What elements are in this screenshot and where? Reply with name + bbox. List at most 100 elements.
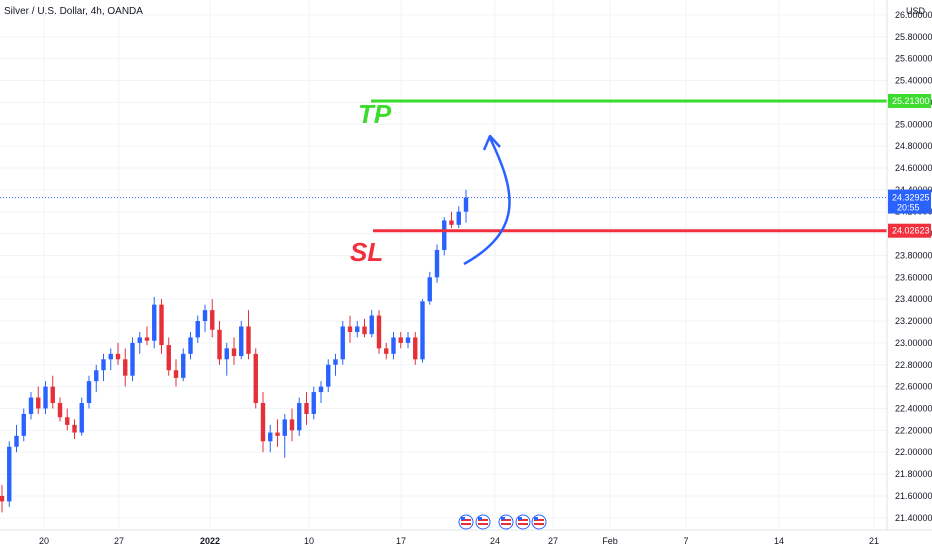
candle-body (210, 310, 215, 330)
candle-body (456, 211, 461, 225)
current-price-badge (888, 189, 931, 214)
candle-body (413, 337, 418, 360)
candle-body (101, 359, 106, 371)
candle-body (144, 337, 150, 341)
tp-price-label: 25.21300 (892, 96, 930, 106)
x-tick-label[interactable]: 17 (396, 536, 406, 546)
candle-body (304, 403, 309, 414)
x-tick-label[interactable]: 10 (304, 536, 314, 546)
x-tick-label[interactable]: 24 (490, 536, 500, 546)
flag-stripe (501, 523, 511, 525)
candle-body (434, 249, 440, 278)
candle-body (108, 353, 113, 360)
price-scale[interactable] (887, 0, 932, 530)
candle-body (130, 342, 135, 376)
candle-body (442, 220, 447, 250)
sl-annotation: SL (350, 237, 383, 267)
y-tick-label: 25.00000 (895, 119, 932, 129)
candle-body (152, 304, 157, 341)
flag-canton (461, 517, 465, 520)
flag-stripe (461, 519, 471, 521)
y-tick-label: 22.60000 (895, 382, 932, 392)
y-tick-label: 22.40000 (895, 403, 932, 413)
y-tick-label: 23.60000 (895, 272, 932, 282)
y-tick-label: 21.80000 (895, 469, 932, 479)
candle-body (376, 315, 382, 349)
y-tick-label: 26.00000 (895, 10, 932, 20)
currency-label: USD (906, 6, 926, 16)
candle-body (297, 403, 302, 431)
candle-body (333, 359, 338, 365)
candle-body (398, 337, 403, 343)
candle-body (123, 359, 128, 376)
candle-body (188, 337, 193, 354)
x-tick-label[interactable]: Feb (602, 536, 618, 546)
sl-price-badge (888, 223, 931, 238)
candle-body (94, 370, 99, 382)
candle-body (246, 326, 251, 354)
curved-arrow (463, 137, 511, 266)
y-tick-label: 22.80000 (895, 360, 932, 370)
candle-body (65, 417, 70, 425)
candle-body (231, 348, 237, 357)
flag-stripe (501, 519, 511, 521)
candle-body (449, 220, 454, 225)
y-tick-label: 22.20000 (895, 425, 932, 435)
x-tick-label[interactable]: 27 (114, 536, 124, 546)
current-price-label: 24.32925 (892, 193, 930, 203)
candle-body (137, 337, 142, 343)
countdown-label: 20:55 (897, 203, 920, 213)
economic-events[interactable] (458, 514, 547, 530)
candle-body (326, 364, 331, 387)
flag-stripe (518, 519, 528, 521)
candle-body (57, 403, 63, 418)
candle-body (0, 495, 5, 502)
x-tick-label[interactable]: 7 (683, 536, 688, 546)
x-tick-label[interactable]: 21 (869, 536, 879, 546)
candle-body (347, 326, 353, 332)
x-tick-label[interactable]: 27 (548, 536, 558, 546)
y-tick-label: 24.80000 (895, 141, 932, 151)
candle-body (159, 304, 164, 346)
candle-body (340, 326, 345, 360)
flag-stripe (478, 523, 488, 525)
x-tick-label[interactable]: 2022 (200, 536, 220, 546)
flag-canton (518, 517, 522, 520)
candle-body (355, 326, 360, 332)
y-tick-label: 22.00000 (895, 447, 932, 457)
x-tick-label[interactable]: 14 (774, 536, 784, 546)
candle-body (115, 353, 121, 360)
y-tick-label: 21.40000 (895, 513, 932, 523)
y-tick-label: 23.00000 (895, 338, 932, 348)
candle-body (50, 386, 55, 404)
candle-body (282, 419, 287, 436)
candle-body (173, 370, 179, 378)
flag-stripe (461, 523, 471, 525)
candle-body (202, 310, 208, 322)
candle-body (260, 403, 266, 442)
x-tick-labels[interactable]: 20 27 2022 10 17 24 27 Feb 7 14 21 (39, 536, 879, 546)
tp-annotation: TP (358, 99, 392, 129)
candle-body (166, 345, 171, 371)
tp-price-badge (888, 93, 931, 108)
y-tick-label: 25.40000 (895, 76, 932, 86)
candle-body (362, 326, 367, 335)
flag-canton (501, 517, 505, 520)
candle-body (427, 277, 432, 302)
flag-stripe (534, 519, 544, 521)
candle-body (195, 321, 200, 338)
y-tick-label: 23.80000 (895, 250, 932, 260)
x-tick-label[interactable]: 20 (39, 536, 49, 546)
y-tick-label: 24.60000 (895, 163, 932, 173)
y-tick-label: 25.60000 (895, 54, 932, 64)
flag-stripe (518, 523, 528, 525)
y-tick-label: 23.20000 (895, 316, 932, 326)
y-tick-label: 25.80000 (895, 32, 932, 42)
candle-body (14, 435, 19, 447)
candle-body (420, 301, 425, 360)
candle-body (239, 326, 244, 357)
flag-canton (534, 517, 538, 520)
